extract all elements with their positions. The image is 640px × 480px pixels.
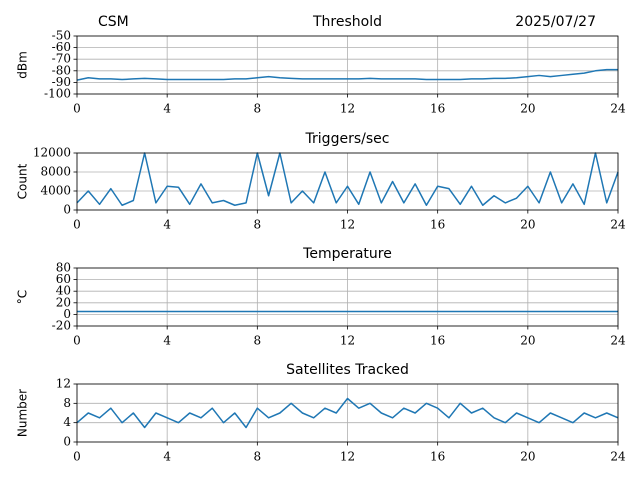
y-tick-label: -100 [44, 87, 71, 101]
y-tick-label: 20 [56, 295, 71, 309]
x-tick-label: 4 [163, 450, 171, 464]
y-tick-label: -90 [52, 75, 71, 89]
y-tick-label: -70 [52, 52, 71, 66]
x-tick-label: 12 [340, 218, 355, 232]
y-tick-label: 80 [56, 261, 71, 275]
y-tick-label: -20 [52, 319, 71, 333]
y-tick-label: 12 [56, 377, 71, 391]
x-tick-label: 16 [430, 218, 445, 232]
chart-title: Satellites Tracked [286, 362, 409, 378]
series-line [76, 68, 618, 81]
x-tick-label: 12 [340, 450, 355, 464]
x-tick-label: 16 [430, 334, 445, 348]
x-tick-label: 12 [340, 102, 355, 116]
y-tick-label: 4 [63, 415, 71, 429]
x-tick-label: 8 [254, 102, 262, 116]
y-tick-label: -50 [52, 29, 71, 43]
y-tick-label: 8000 [40, 165, 71, 179]
chart-title: Threshold [312, 14, 382, 30]
x-tick-label: 24 [610, 102, 626, 116]
x-tick-label: 4 [163, 334, 171, 348]
panel [76, 152, 619, 211]
x-tick-label: 16 [430, 450, 445, 464]
x-tick-label: 8 [254, 334, 262, 348]
x-tick-label: 12 [340, 334, 355, 348]
x-tick-label: 8 [254, 450, 262, 464]
panel [76, 35, 619, 95]
annotation: CSM [98, 14, 129, 30]
y-axis-label: Number [16, 389, 30, 437]
y-axis-label: Count [16, 163, 30, 199]
series-line [76, 397, 619, 429]
chart-title: Temperature [302, 246, 392, 262]
x-tick-label: 24 [610, 334, 626, 348]
y-tick-label: -80 [52, 63, 71, 77]
panel [76, 267, 619, 327]
y-tick-label: 4000 [40, 184, 71, 198]
x-tick-label: 24 [610, 218, 626, 232]
y-tick-label: 0 [63, 203, 71, 217]
x-tick-label: 0 [73, 450, 81, 464]
y-tick-label: 0 [63, 435, 71, 449]
chart-title: Triggers/sec [305, 131, 390, 147]
y-tick-label: 0 [63, 307, 71, 321]
y-tick-label: 40 [56, 284, 71, 298]
y-tick-label: 8 [63, 396, 71, 410]
x-tick-label: 4 [163, 218, 171, 232]
x-tick-label: 0 [73, 218, 81, 232]
x-tick-label: 0 [73, 102, 81, 116]
x-tick-label: 8 [254, 218, 262, 232]
x-tick-label: 16 [430, 102, 445, 116]
y-tick-label: 60 [56, 272, 71, 286]
annotation: 2025/07/27 [515, 14, 596, 30]
panel [76, 383, 619, 443]
x-tick-label: 20 [520, 102, 535, 116]
x-tick-label: 20 [520, 218, 535, 232]
x-tick-label: 4 [163, 102, 171, 116]
y-axis-label: dBm [16, 51, 30, 79]
x-tick-label: 24 [610, 450, 626, 464]
y-tick-label: 12000 [33, 146, 71, 160]
x-tick-label: 20 [520, 334, 535, 348]
x-tick-label: 0 [73, 334, 81, 348]
y-axis-label: °C [16, 290, 30, 304]
series-line [76, 152, 619, 206]
y-tick-label: -60 [52, 40, 71, 54]
x-tick-label: 20 [520, 450, 535, 464]
